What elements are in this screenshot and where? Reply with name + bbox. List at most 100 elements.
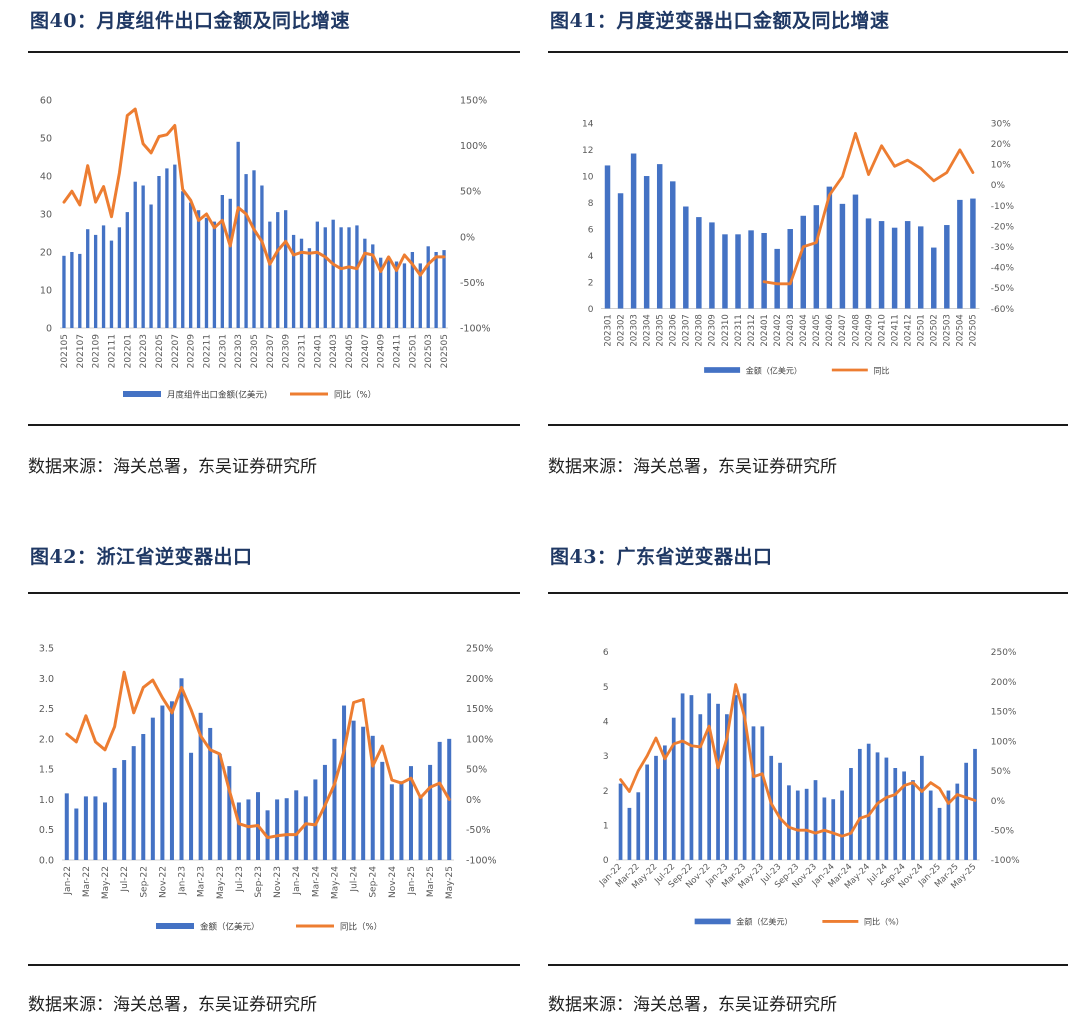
y-tick-label-left: 3.5 xyxy=(39,644,54,655)
x-tick-label: 202410 xyxy=(877,314,887,346)
x-tick-label: 202309 xyxy=(708,314,718,346)
bar xyxy=(371,244,375,328)
bar xyxy=(654,755,658,860)
y-tick-label-left: 1.0 xyxy=(39,795,54,806)
x-tick-label: 202303 xyxy=(234,334,244,368)
x-tick-label: Jan-25 xyxy=(407,866,417,896)
y-tick-label-right: 250% xyxy=(466,644,493,655)
y-tick-label-left: 0 xyxy=(588,305,594,315)
y-tick-label-right: 50% xyxy=(991,767,1011,777)
guangdong-inverter-chart: 0123456-100%-50%0%50%100%150%200%250%Jan… xyxy=(548,616,1040,961)
title-rule xyxy=(548,592,1068,594)
x-tick-label: 202305 xyxy=(656,314,666,346)
bar xyxy=(627,807,632,860)
chart-rule xyxy=(28,424,520,426)
bar xyxy=(204,217,209,328)
legend-bar-label: 月度组件出口金额(亿美元) xyxy=(167,390,267,401)
x-tick-label: 202107 xyxy=(76,334,86,368)
x-tick-label: 202205 xyxy=(155,334,165,368)
bar xyxy=(141,734,146,860)
bar xyxy=(617,193,624,309)
x-tick-label: 202401 xyxy=(313,334,323,368)
y-tick-label-left: 12 xyxy=(582,146,593,156)
y-tick-label-right: 50% xyxy=(466,765,487,776)
bar xyxy=(394,261,399,328)
bar xyxy=(970,198,976,309)
y-tick-label-left: 10 xyxy=(40,286,52,297)
bar xyxy=(276,212,280,328)
bar xyxy=(157,176,161,328)
bar xyxy=(399,781,404,860)
bar xyxy=(196,210,201,328)
x-tick-label: 202402 xyxy=(773,314,783,346)
y-tick-label-left: 1 xyxy=(603,822,609,832)
y-tick-label-left: 2 xyxy=(588,278,594,288)
y-tick-label-right: 200% xyxy=(991,678,1017,688)
legend-bar-label: 金额（亿美元） xyxy=(746,365,802,375)
bar xyxy=(689,695,694,860)
bar xyxy=(244,174,248,328)
bar xyxy=(188,202,193,328)
bar xyxy=(696,217,702,309)
x-tick-label: 202403 xyxy=(786,314,796,346)
bar xyxy=(408,766,413,860)
bar xyxy=(268,221,272,328)
x-tick-label: 202305 xyxy=(250,334,260,368)
bar xyxy=(645,764,649,860)
bar xyxy=(315,221,320,328)
bar xyxy=(62,255,66,328)
bar xyxy=(804,788,809,860)
bar xyxy=(891,227,898,309)
x-tick-label: 202307 xyxy=(266,334,276,368)
bar xyxy=(160,705,165,860)
bar xyxy=(742,693,747,860)
y-tick-label-right: -100% xyxy=(466,856,497,867)
y-tick-label-right: -50% xyxy=(460,278,485,289)
x-tick-label: 202412 xyxy=(904,314,914,346)
title-rule xyxy=(28,592,520,594)
x-tick-label: 202407 xyxy=(838,314,848,346)
legend-bar-swatch xyxy=(123,391,161,397)
bar xyxy=(813,205,820,309)
bar xyxy=(331,219,335,328)
x-tick-label: 202502 xyxy=(930,314,940,346)
bar xyxy=(955,783,960,860)
bar xyxy=(857,748,862,860)
x-tick-label: 202504 xyxy=(956,314,966,346)
bar xyxy=(122,760,127,860)
y-tick-label-right: 250% xyxy=(991,648,1017,658)
bar xyxy=(149,204,153,328)
y-tick-label-left: 10 xyxy=(582,172,594,182)
x-tick-label: 202308 xyxy=(695,314,705,346)
bar xyxy=(636,792,641,860)
y-tick-label-right: 200% xyxy=(466,674,493,685)
bar xyxy=(355,225,359,328)
y-tick-label-right: 20% xyxy=(991,140,1011,150)
y-tick-label-left: 2.0 xyxy=(39,734,54,745)
x-tick-label: 202304 xyxy=(642,314,652,346)
y-tick-label-right: 100% xyxy=(991,737,1017,747)
yoy-line xyxy=(762,131,975,286)
y-tick-label-right: -100% xyxy=(991,856,1020,866)
bar xyxy=(751,726,756,860)
bar xyxy=(246,799,251,860)
y-tick-label-right: 10% xyxy=(991,161,1011,171)
bar xyxy=(774,248,780,309)
bar xyxy=(103,802,108,860)
y-tick-label-left: 1.5 xyxy=(39,765,54,776)
bar xyxy=(442,250,446,328)
bar xyxy=(323,227,327,328)
bar xyxy=(778,762,782,860)
bar xyxy=(875,752,880,860)
bar xyxy=(125,212,129,328)
x-tick-label: 202201 xyxy=(123,334,133,368)
bar xyxy=(865,218,872,309)
bar xyxy=(64,793,69,860)
x-tick-label: 202311 xyxy=(734,314,744,346)
y-tick-label-right: 30% xyxy=(991,119,1011,129)
bar xyxy=(93,234,98,328)
bar xyxy=(831,799,836,860)
x-tick-label: 202411 xyxy=(393,334,403,368)
bar xyxy=(937,807,942,860)
bar xyxy=(630,153,637,309)
